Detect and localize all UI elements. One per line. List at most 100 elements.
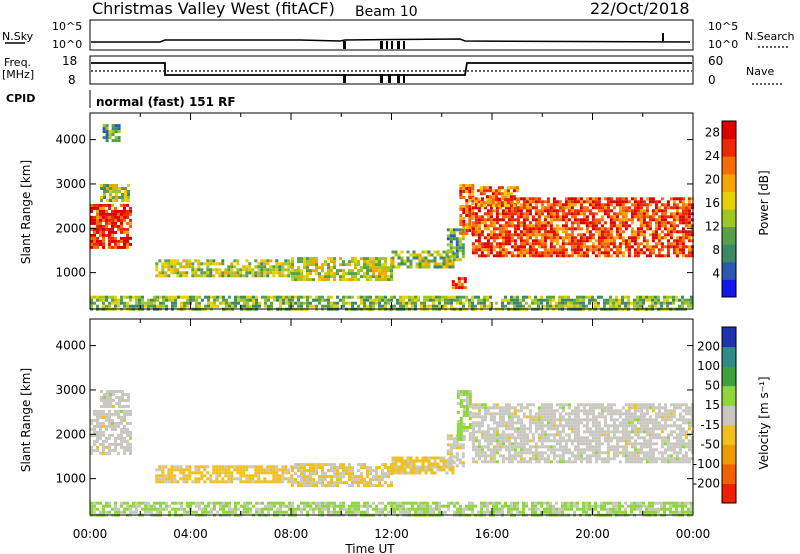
velocity-cell [192,510,195,514]
velocity-cell [645,433,649,437]
power-cell [458,240,462,244]
power-cell [687,215,691,219]
power-cell [433,265,437,269]
velocity-cell [672,415,676,419]
power-cell [294,278,297,282]
power-cell [480,248,484,252]
power-cell [90,221,93,225]
power-cell [243,301,246,305]
velocity-cell [555,430,559,434]
power-cell [678,236,682,240]
power-cell [624,218,628,222]
power-cell [108,245,111,249]
velocity-cell [121,399,124,402]
velocity-cell [126,421,129,425]
power-cell [455,246,459,250]
power-cell [228,301,231,305]
velocity-cell [333,463,336,467]
power-cell [93,230,96,234]
power-cell [504,206,508,210]
power-cell [531,233,535,237]
power-cell [236,262,240,266]
velocity-cell [690,457,694,461]
velocity-cell [552,433,556,437]
velocity-cell [430,471,434,475]
velocity-cell [474,439,478,443]
power-cell [666,295,669,299]
power-cell [672,242,676,246]
power-cell [162,304,165,308]
power-cell [654,221,658,225]
velocity-cell [459,426,463,429]
velocity-cell [492,427,496,431]
power-cell [639,304,642,308]
velocity-cell [106,405,109,408]
velocity-cell [182,477,186,481]
velocity-cell [150,507,153,511]
velocity-cell [330,475,333,479]
power-cell [585,224,589,228]
velocity-cell [576,421,580,425]
velocity-cell [109,399,112,402]
power-cell [206,271,210,275]
power-cell [474,239,478,243]
velocity-cell [549,439,553,443]
velocity-cell [507,451,511,455]
power-cell [129,236,132,240]
power-cell [279,301,282,305]
power-cell [564,304,567,308]
velocity-cell [681,403,685,407]
power-cell [291,278,294,282]
power-cell [197,259,201,263]
velocity-cell [618,445,622,449]
power-cell [630,236,634,240]
power-cell [546,298,549,302]
velocity-cell [486,406,490,410]
power-cell [543,233,547,237]
power-cell [263,274,267,278]
power-cell [459,193,463,196]
power-cell [117,215,120,219]
power-cell [465,187,469,190]
power-cell [458,228,462,232]
power-cell [402,304,405,308]
power-cell [369,301,372,305]
velocity-cell [315,472,318,476]
velocity-cell [156,510,159,514]
velocity-cell [648,430,652,434]
power-cell [657,206,661,210]
velocity-cell [606,433,610,437]
power-cell [651,304,654,308]
power-cell [300,269,303,273]
power-cell [269,259,273,263]
power-cell [618,212,622,216]
power-cell [159,295,162,299]
velocity-cell [129,507,132,511]
power-cell [363,263,366,267]
velocity-cell [297,463,300,467]
velocity-cell [111,448,114,452]
velocity-cell [513,454,517,458]
velocity-cell [105,445,108,449]
velocity-cell [449,443,453,447]
power-cell [633,203,637,207]
power-cell [534,298,537,302]
power-cell [582,301,585,305]
velocity-cell [465,408,469,411]
power-cell [387,266,390,270]
power-cell [639,233,643,237]
velocity-cell [218,480,222,484]
velocity-cell [351,466,354,470]
velocity-cell [513,415,517,419]
power-cell [606,301,609,305]
power-cell [369,260,372,264]
velocity-cell [552,415,556,419]
power-cell [561,230,565,234]
power-cell [300,272,303,276]
velocity-cell [642,403,646,407]
velocity-cell [421,459,425,463]
power-cell [681,212,685,216]
velocity-cell [318,478,321,482]
power-cell [287,274,291,278]
velocity-cell [456,411,460,414]
